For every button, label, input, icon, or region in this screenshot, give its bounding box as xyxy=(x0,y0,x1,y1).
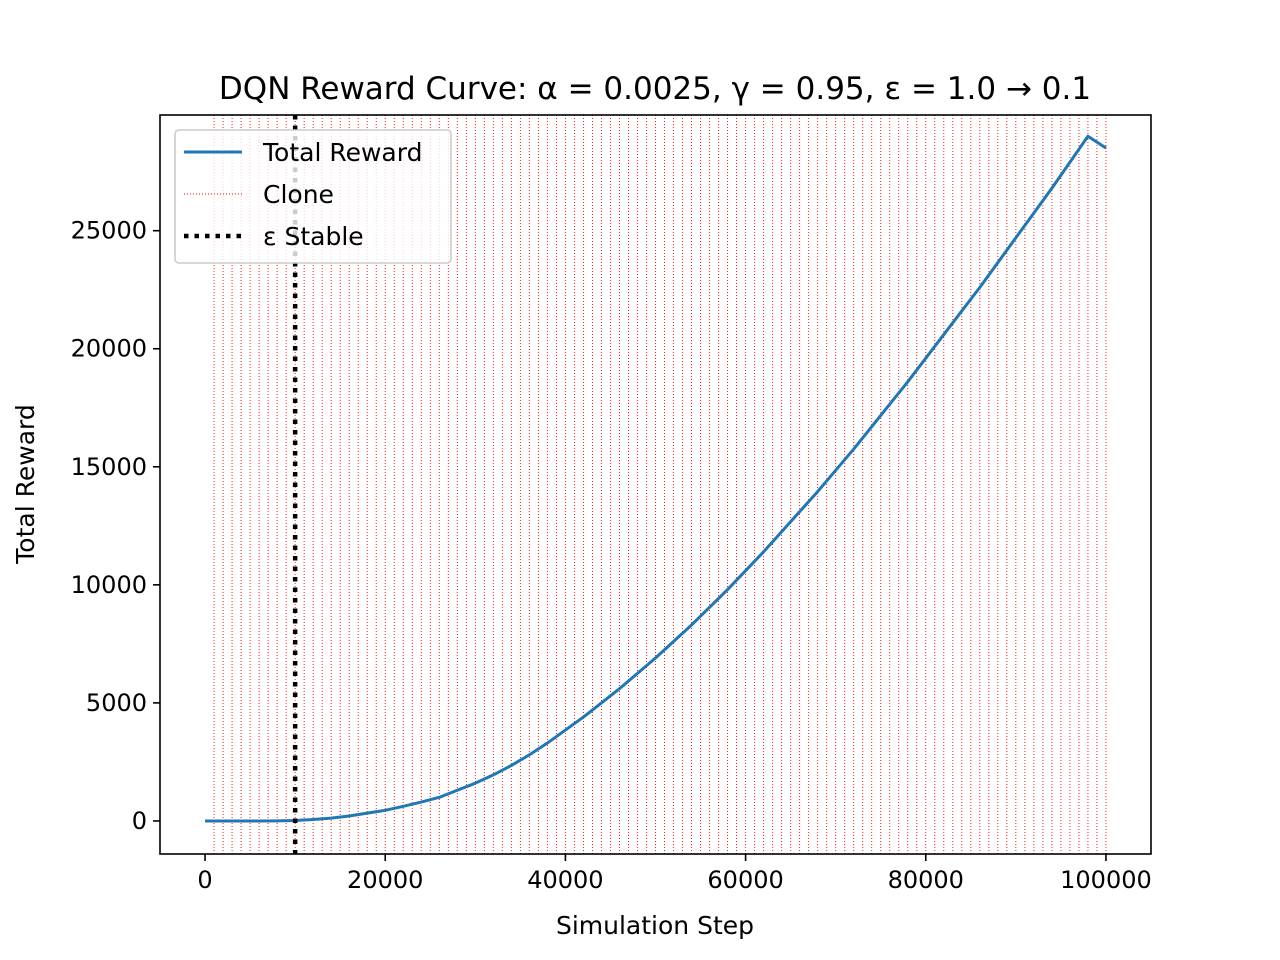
plot-frame xyxy=(159,114,1152,855)
x-tick-label: 40000 xyxy=(527,866,603,894)
y-tick-label: 15000 xyxy=(71,453,147,481)
legend-label-total-reward: Total Reward xyxy=(262,138,422,167)
y-tick-label: 25000 xyxy=(71,217,147,245)
x-tick-label: 60000 xyxy=(707,866,783,894)
x-axis-ticks: 0 20000 40000 60000 80000 100000 xyxy=(197,854,1152,894)
x-tick-label: 20000 xyxy=(347,866,423,894)
y-axis-label: Total Reward xyxy=(11,404,40,564)
y-tick-label: 10000 xyxy=(71,571,147,599)
legend: Total Reward Clone ε Stable xyxy=(174,129,452,264)
x-tick-label: 100000 xyxy=(1060,866,1152,894)
series-lines xyxy=(205,134,1107,823)
x-axis-label: Simulation Step xyxy=(556,911,754,940)
legend-box xyxy=(174,129,452,264)
y-tick-label: 20000 xyxy=(71,335,147,363)
x-tick-label: 0 xyxy=(197,866,212,894)
y-axis-ticks: 0 5000 10000 15000 20000 25000 xyxy=(71,217,160,835)
y-tick-label: 5000 xyxy=(86,689,147,717)
y-tick-label: 0 xyxy=(132,807,147,835)
series-line-total-reward xyxy=(205,134,1107,823)
legend-label-epsilon-stable: ε Stable xyxy=(263,222,364,251)
x-tick-label: 80000 xyxy=(888,866,964,894)
chart-title: DQN Reward Curve: α = 0.0025, γ = 0.95, … xyxy=(219,71,1091,107)
legend-label-clone: Clone xyxy=(263,180,334,209)
